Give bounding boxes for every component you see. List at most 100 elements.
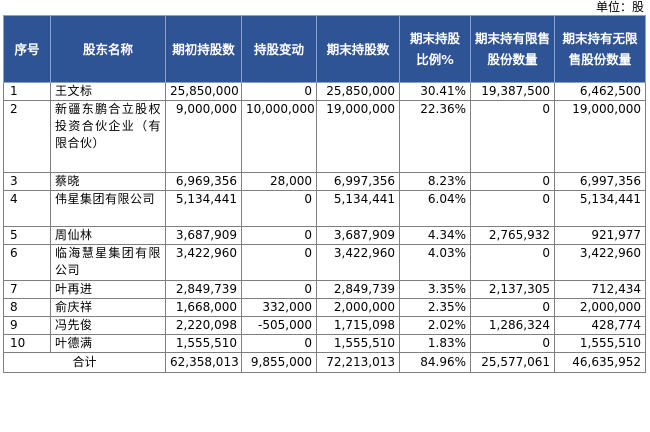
header-share-change: 持股变动 bbox=[241, 15, 317, 83]
row-start-shares: 9,000,000 bbox=[165, 100, 242, 173]
table-row: 6 临海慧星集团有限公司 3,422,960 0 3,422,960 4.03%… bbox=[3, 244, 646, 281]
row-shareholder-name: 临海慧星集团有限公司 bbox=[50, 244, 166, 281]
row-seq: 9 bbox=[3, 316, 51, 335]
row-end-shares: 5,134,441 bbox=[316, 190, 400, 227]
row-share-change: 10,000,000 bbox=[241, 100, 317, 173]
row-seq: 1 bbox=[3, 82, 51, 101]
row-start-shares: 2,220,098 bbox=[165, 316, 242, 335]
table-row: 5 周仙林 3,687,909 0 3,687,909 4.34% 2,765,… bbox=[3, 226, 646, 245]
row-unrestricted-shares: 3,422,960 bbox=[554, 244, 646, 281]
header-end-ratio: 期末持股比例% bbox=[399, 15, 471, 83]
row-end-ratio: 1.83% bbox=[399, 334, 471, 353]
row-start-shares: 2,849,739 bbox=[165, 280, 242, 299]
row-seq: 10 bbox=[3, 334, 51, 353]
table-header-row: 序号 股东名称 期初持股数 持股变动 期末持股数 期末持股比例% 期末持有限售股… bbox=[3, 15, 646, 83]
table-row: 7 叶再进 2,849,739 0 2,849,739 3.35% 2,137,… bbox=[3, 280, 646, 299]
row-end-shares: 3,422,960 bbox=[316, 244, 400, 281]
row-share-change: 28,000 bbox=[241, 172, 317, 191]
row-end-ratio: 2.35% bbox=[399, 298, 471, 317]
total-start-shares: 62,358,013 bbox=[165, 352, 242, 373]
total-restricted-shares: 25,577,061 bbox=[470, 352, 555, 373]
row-unrestricted-shares: 19,000,000 bbox=[554, 100, 646, 173]
header-shareholder-name: 股东名称 bbox=[50, 15, 166, 83]
row-share-change: 332,000 bbox=[241, 298, 317, 317]
header-seq: 序号 bbox=[3, 15, 51, 83]
row-shareholder-name: 蔡晓 bbox=[50, 172, 166, 191]
row-restricted-shares: 0 bbox=[470, 334, 555, 353]
row-shareholder-name: 俞庆祥 bbox=[50, 298, 166, 317]
row-end-shares: 1,715,098 bbox=[316, 316, 400, 335]
row-unrestricted-shares: 2,000,000 bbox=[554, 298, 646, 317]
row-start-shares: 3,687,909 bbox=[165, 226, 242, 245]
row-seq: 4 bbox=[3, 190, 51, 227]
row-share-change: 0 bbox=[241, 226, 317, 245]
table-row: 8 俞庆祥 1,668,000 332,000 2,000,000 2.35% … bbox=[3, 298, 646, 317]
row-shareholder-name: 周仙林 bbox=[50, 226, 166, 245]
row-seq: 7 bbox=[3, 280, 51, 299]
row-restricted-shares: 2,765,932 bbox=[470, 226, 555, 245]
row-end-ratio: 4.34% bbox=[399, 226, 471, 245]
row-end-shares: 2,849,739 bbox=[316, 280, 400, 299]
row-end-ratio: 6.04% bbox=[399, 190, 471, 227]
row-end-shares: 25,850,000 bbox=[316, 82, 400, 101]
row-share-change: 0 bbox=[241, 190, 317, 227]
row-start-shares: 3,422,960 bbox=[165, 244, 242, 281]
total-end-shares: 72,213,013 bbox=[316, 352, 400, 373]
row-unrestricted-shares: 428,774 bbox=[554, 316, 646, 335]
row-start-shares: 5,134,441 bbox=[165, 190, 242, 227]
row-end-ratio: 30.41% bbox=[399, 82, 471, 101]
row-unrestricted-shares: 6,462,500 bbox=[554, 82, 646, 101]
row-end-ratio: 8.23% bbox=[399, 172, 471, 191]
table-row: 4 伟星集团有限公司 5,134,441 0 5,134,441 6.04% 0… bbox=[3, 190, 646, 227]
row-end-ratio: 2.02% bbox=[399, 316, 471, 335]
row-unrestricted-shares: 921,977 bbox=[554, 226, 646, 245]
row-share-change: 0 bbox=[241, 334, 317, 353]
row-end-ratio: 22.36% bbox=[399, 100, 471, 173]
row-shareholder-name: 伟星集团有限公司 bbox=[50, 190, 166, 227]
row-unrestricted-shares: 5,134,441 bbox=[554, 190, 646, 227]
row-start-shares: 25,850,000 bbox=[165, 82, 242, 101]
row-restricted-shares: 0 bbox=[470, 298, 555, 317]
row-seq: 5 bbox=[3, 226, 51, 245]
row-shareholder-name: 冯先俊 bbox=[50, 316, 166, 335]
row-end-shares: 19,000,000 bbox=[316, 100, 400, 173]
row-end-shares: 6,997,356 bbox=[316, 172, 400, 191]
row-seq: 2 bbox=[3, 100, 51, 173]
row-restricted-shares: 0 bbox=[470, 190, 555, 227]
unit-label: 单位：股 bbox=[595, 0, 644, 14]
row-restricted-shares: 0 bbox=[470, 172, 555, 191]
row-seq: 3 bbox=[3, 172, 51, 191]
row-unrestricted-shares: 1,555,510 bbox=[554, 334, 646, 353]
row-share-change: -505,000 bbox=[241, 316, 317, 335]
row-unrestricted-shares: 6,997,356 bbox=[554, 172, 646, 191]
header-unrestricted-shares: 期末持有无限售股份数量 bbox=[554, 15, 646, 83]
total-share-change: 9,855,000 bbox=[241, 352, 317, 373]
row-restricted-shares: 1,286,324 bbox=[470, 316, 555, 335]
row-seq: 8 bbox=[3, 298, 51, 317]
row-end-shares: 3,687,909 bbox=[316, 226, 400, 245]
header-start-shares: 期初持股数 bbox=[165, 15, 242, 83]
table-row: 10 叶德满 1,555,510 0 1,555,510 1.83% 0 1,5… bbox=[3, 334, 646, 353]
row-seq: 6 bbox=[3, 244, 51, 281]
row-restricted-shares: 0 bbox=[470, 100, 555, 173]
row-restricted-shares: 0 bbox=[470, 244, 555, 281]
row-end-ratio: 4.03% bbox=[399, 244, 471, 281]
table-row: 9 冯先俊 2,220,098 -505,000 1,715,098 2.02%… bbox=[3, 316, 646, 335]
header-end-shares: 期末持股数 bbox=[316, 15, 400, 83]
row-start-shares: 1,555,510 bbox=[165, 334, 242, 353]
row-restricted-shares: 19,387,500 bbox=[470, 82, 555, 101]
row-shareholder-name: 王文标 bbox=[50, 82, 166, 101]
table-row: 1 王文标 25,850,000 0 25,850,000 30.41% 19,… bbox=[3, 82, 646, 101]
shareholder-table: 序号 股东名称 期初持股数 持股变动 期末持股数 期末持股比例% 期末持有限售股… bbox=[3, 15, 646, 373]
row-shareholder-name: 新疆东鹏合立股权投资合伙企业（有限合伙） bbox=[50, 100, 166, 173]
row-end-shares: 2,000,000 bbox=[316, 298, 400, 317]
header-restricted-shares: 期末持有限售股份数量 bbox=[470, 15, 555, 83]
table-total-row: 合计 62,358,013 9,855,000 72,213,013 84.96… bbox=[3, 352, 646, 373]
total-label: 合计 bbox=[3, 352, 166, 373]
row-share-change: 0 bbox=[241, 280, 317, 299]
table-row: 2 新疆东鹏合立股权投资合伙企业（有限合伙） 9,000,000 10,000,… bbox=[3, 100, 646, 173]
total-unrestricted-shares: 46,635,952 bbox=[554, 352, 646, 373]
table-row: 3 蔡晓 6,969,356 28,000 6,997,356 8.23% 0 … bbox=[3, 172, 646, 191]
row-shareholder-name: 叶再进 bbox=[50, 280, 166, 299]
row-unrestricted-shares: 712,434 bbox=[554, 280, 646, 299]
